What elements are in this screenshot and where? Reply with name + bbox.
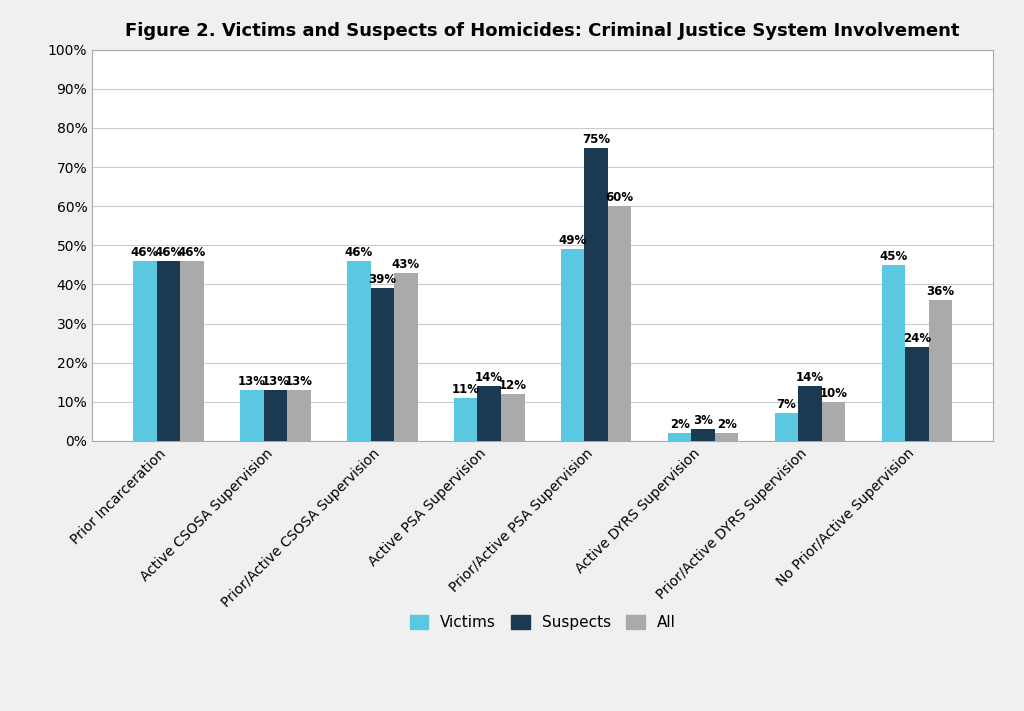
Text: 46%: 46% — [345, 246, 373, 259]
Bar — [775, 414, 799, 441]
Text: 14%: 14% — [796, 371, 824, 384]
Bar — [371, 289, 394, 441]
Title: Figure 2. Victims and Suspects of Homicides: Criminal Justice System Involvement: Figure 2. Victims and Suspects of Homici… — [126, 22, 959, 40]
Text: 36%: 36% — [927, 285, 954, 298]
Legend: Victims, Suspects, All: Victims, Suspects, All — [403, 609, 682, 636]
Text: 24%: 24% — [903, 332, 931, 345]
Bar — [668, 433, 691, 441]
Text: 46%: 46% — [131, 246, 159, 259]
Text: 45%: 45% — [880, 250, 907, 263]
Bar — [180, 261, 204, 441]
Bar — [561, 249, 585, 441]
Text: 14%: 14% — [475, 371, 504, 384]
Text: 39%: 39% — [369, 273, 396, 287]
Bar — [157, 261, 180, 441]
Text: 7%: 7% — [776, 398, 797, 412]
Text: 11%: 11% — [452, 383, 479, 396]
Bar — [882, 264, 905, 441]
Bar — [263, 390, 287, 441]
Text: 13%: 13% — [238, 375, 266, 388]
Text: 12%: 12% — [499, 379, 526, 392]
Text: 10%: 10% — [819, 387, 848, 400]
Bar — [287, 390, 310, 441]
Text: 46%: 46% — [155, 246, 182, 259]
Bar — [240, 390, 263, 441]
Bar — [799, 386, 822, 441]
Text: 3%: 3% — [693, 414, 713, 427]
Bar — [347, 261, 371, 441]
Text: 2%: 2% — [670, 418, 689, 431]
Bar — [715, 433, 738, 441]
Text: 43%: 43% — [392, 257, 420, 271]
Bar — [501, 394, 524, 441]
Bar — [585, 148, 608, 441]
Text: 60%: 60% — [605, 191, 634, 204]
Bar — [929, 300, 952, 441]
Text: 13%: 13% — [285, 375, 313, 388]
Text: 46%: 46% — [178, 246, 206, 259]
Text: 13%: 13% — [261, 375, 290, 388]
Bar — [822, 402, 846, 441]
Bar — [477, 386, 501, 441]
Bar — [394, 272, 418, 441]
Bar — [454, 397, 477, 441]
Bar — [905, 347, 929, 441]
Text: 75%: 75% — [582, 132, 610, 146]
Text: 49%: 49% — [558, 234, 587, 247]
Bar — [133, 261, 157, 441]
Bar — [691, 429, 715, 441]
Text: 2%: 2% — [717, 418, 736, 431]
Bar — [608, 206, 632, 441]
